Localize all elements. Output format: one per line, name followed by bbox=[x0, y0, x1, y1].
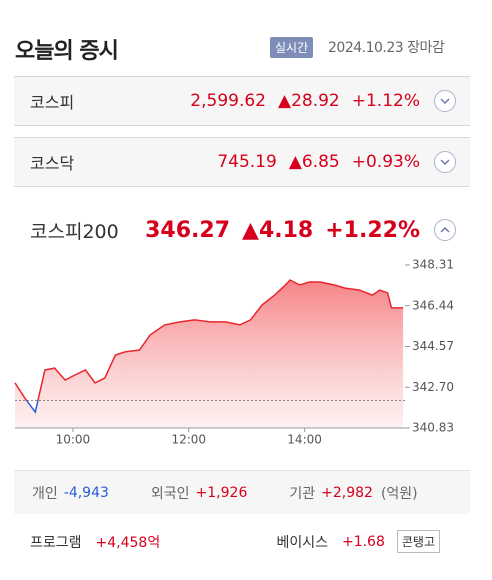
x-tick-label: 10:00 bbox=[56, 433, 91, 447]
investor-value: -4,943 bbox=[63, 484, 109, 501]
y-tick-label: 342.70 bbox=[412, 380, 454, 394]
investor-value: +1,926 bbox=[195, 484, 248, 501]
basis-label: 베이시스 bbox=[276, 534, 328, 551]
index-value: 2,599.62 bbox=[190, 91, 266, 111]
index-rate: +0.93% bbox=[351, 152, 420, 172]
expand-button[interactable] bbox=[434, 90, 456, 112]
index-row[interactable]: 코스피200 346.27 ▲4.18 +1.22% bbox=[14, 205, 470, 255]
program-value: +4,458억 bbox=[95, 534, 161, 551]
index-value: 346.27 bbox=[145, 217, 231, 243]
index-rate: +1.22% bbox=[325, 217, 420, 243]
investor-label: 외국인 bbox=[150, 485, 190, 502]
x-tick-label: 14:00 bbox=[287, 433, 322, 447]
y-tick-label: 340.83 bbox=[412, 421, 454, 435]
date: 2024.10.23 장마감 bbox=[328, 40, 445, 56]
index-name: 코스피200 bbox=[30, 220, 119, 243]
program-row: 프로그램 +4,458억 베이시스 +1.68 콘탱고 bbox=[30, 530, 440, 553]
investor-label: 기관 bbox=[289, 485, 316, 502]
index-change: ▲28.92 bbox=[278, 91, 340, 111]
index-change: ▲4.18 bbox=[242, 217, 314, 243]
collapse-button[interactable] bbox=[434, 219, 456, 241]
index-change: ▲6.85 bbox=[288, 152, 340, 172]
basis-tag[interactable]: 콘탱고 bbox=[396, 530, 440, 553]
investor-value: +2,982 bbox=[321, 484, 373, 501]
investor-label: 개인 bbox=[32, 485, 58, 502]
y-tick-label: 348.31 bbox=[412, 258, 454, 272]
y-tick-label: 344.57 bbox=[412, 339, 454, 353]
index-name: 코스닥 bbox=[30, 154, 75, 173]
unit: (억원) bbox=[380, 485, 418, 502]
basis-value: +1.68 bbox=[341, 533, 385, 550]
expand-button[interactable] bbox=[434, 151, 456, 173]
investor-bar: 개인 -4,943 외국인 +1,926 기관 +2,982 (억원) bbox=[14, 470, 470, 514]
program-label: 프로그램 bbox=[30, 534, 82, 551]
index-name: 코스피 bbox=[30, 93, 75, 112]
title: 오늘의 증시 bbox=[15, 39, 119, 64]
index-rate: +1.12% bbox=[351, 91, 420, 111]
area bbox=[15, 280, 404, 428]
price-line bbox=[14, 279, 404, 414]
live-badge: 실시간 bbox=[270, 37, 314, 58]
chart: 340.83 342.70 344.57 346.44 348.31 10:00 12:00… bbox=[14, 258, 454, 447]
index-row[interactable]: 코스닥 745.19 ▲6.85 +0.93% bbox=[14, 137, 470, 187]
index-row[interactable]: 코스피 2,599.62 ▲28.92 +1.12% bbox=[14, 76, 470, 126]
x-tick-label: 12:00 bbox=[171, 433, 206, 447]
y-tick-label: 346.44 bbox=[412, 298, 454, 312]
index-value: 745.19 bbox=[217, 152, 277, 172]
